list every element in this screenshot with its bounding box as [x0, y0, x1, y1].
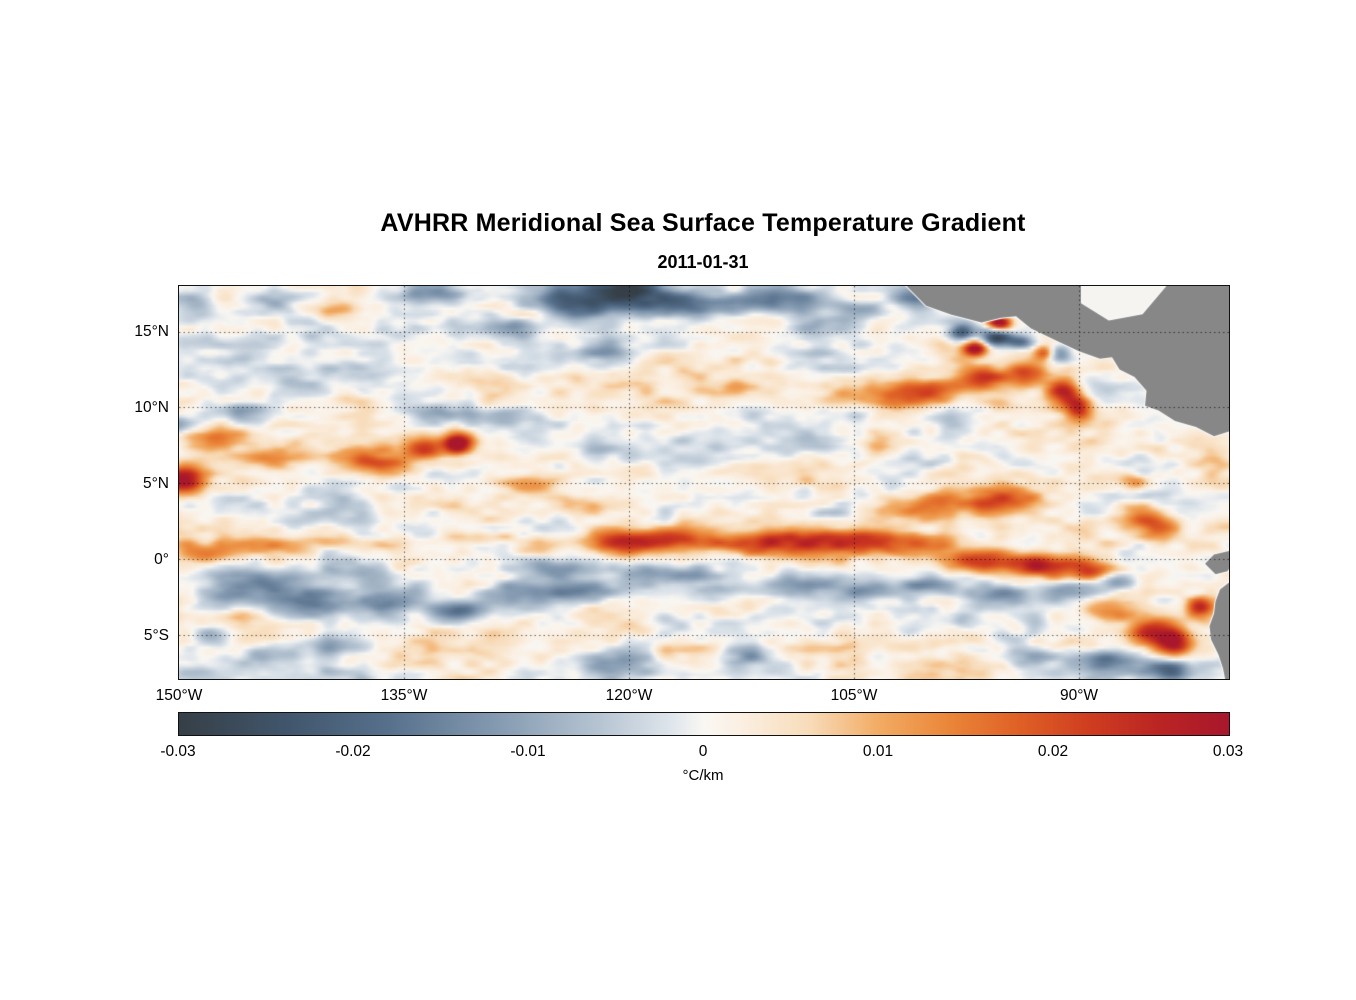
figure-title: AVHRR Meridional Sea Surface Temperature…	[380, 209, 1026, 237]
xtick-150w: 150°W	[155, 687, 203, 704]
cbtick-neg001: -0.01	[510, 743, 546, 760]
xtick-90w: 90°W	[1059, 687, 1099, 704]
xtick-105w: 105°W	[830, 687, 878, 704]
cbtick-neg002: -0.02	[335, 743, 371, 760]
ytick-15n: 15°N	[134, 323, 169, 340]
map-plot: 15°N 10°N 5°N 0° 5°S 150°W 135°W 120°W 1…	[134, 285, 1230, 704]
cbtick-001: 0.01	[862, 743, 894, 760]
cbtick-neg003: -0.03	[160, 743, 196, 760]
xtick-120w: 120°W	[605, 687, 653, 704]
cbtick-002: 0.02	[1037, 743, 1069, 760]
sst-gradient-heatmap	[179, 286, 1229, 679]
figure-date: 2011-01-31	[657, 252, 749, 272]
colorbar-units-label: °C/km	[682, 767, 724, 784]
xtick-135w: 135°W	[380, 687, 428, 704]
ytick-5n: 5°N	[142, 475, 169, 492]
cbtick-003: 0.03	[1212, 743, 1244, 760]
colorbar	[178, 712, 1230, 736]
ytick-10n: 10°N	[134, 399, 169, 416]
ytick-5s: 5°S	[143, 627, 169, 644]
ytick-0: 0°	[154, 551, 169, 568]
cbtick-zero: 0	[698, 743, 708, 760]
